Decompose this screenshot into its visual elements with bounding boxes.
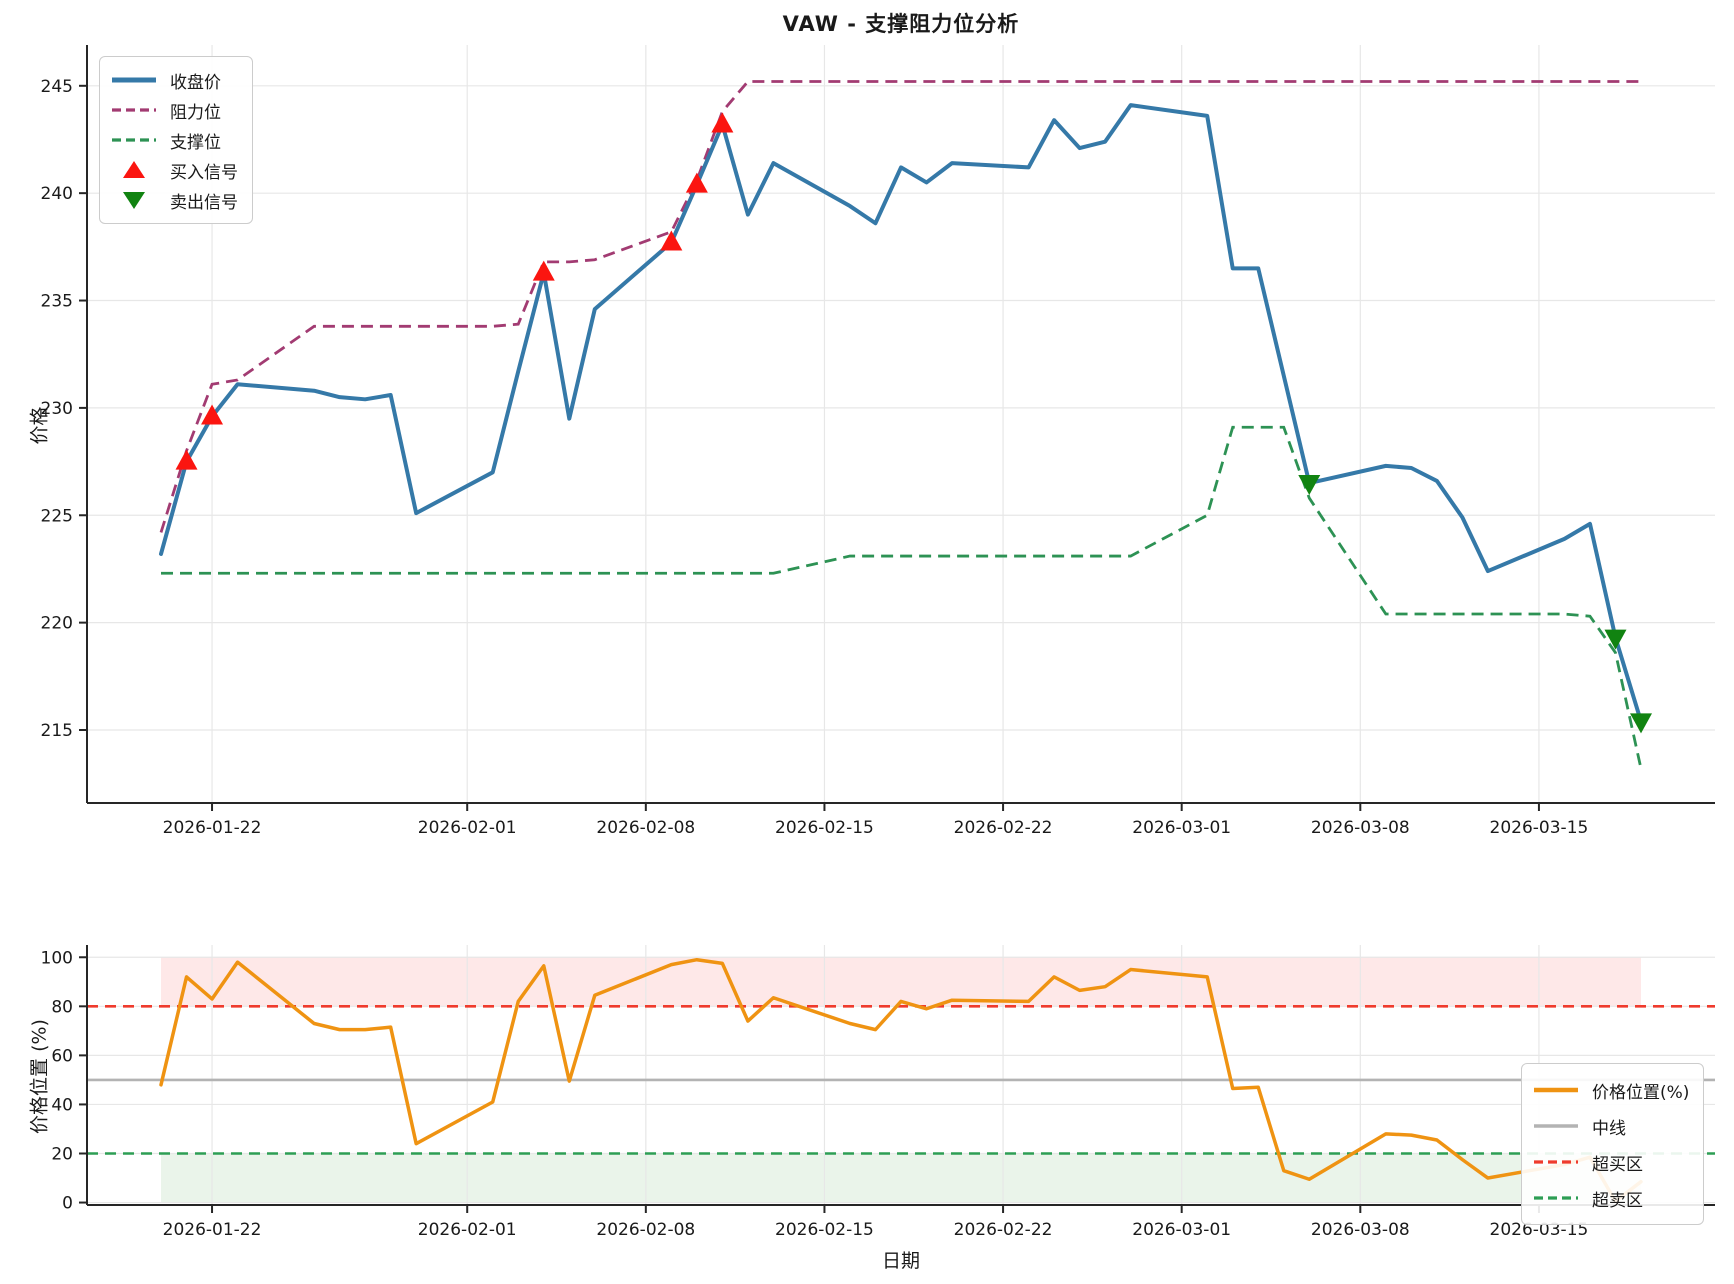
oversold-band xyxy=(161,1153,1641,1203)
buy-signal-marker xyxy=(660,230,683,251)
svg-text:215: 215 xyxy=(41,721,73,741)
legend-label: 支撑位 xyxy=(170,132,221,153)
legend-label: 超卖区 xyxy=(1592,1190,1643,1211)
legend-label: 中线 xyxy=(1592,1118,1626,1139)
position-line-swatch xyxy=(1532,1080,1580,1100)
svg-text:0: 0 xyxy=(62,1194,73,1214)
resistance-line-swatch xyxy=(110,100,158,120)
legend-label: 阻力位 xyxy=(170,102,221,123)
position-legend: 价格位置(%) 中线 超买区 超卖区 xyxy=(1521,1063,1705,1225)
svg-text:2026-03-08: 2026-03-08 xyxy=(1311,818,1410,838)
legend-label: 买入信号 xyxy=(170,162,238,183)
svg-text:2026-03-08: 2026-03-08 xyxy=(1311,1220,1410,1240)
buy-signal-marker xyxy=(175,449,198,470)
svg-text:225: 225 xyxy=(41,506,73,526)
sell-triangle-icon xyxy=(110,190,158,210)
legend-label: 收盘价 xyxy=(170,72,221,93)
legend-item-midline: 中线 xyxy=(1532,1108,1689,1144)
svg-text:60: 60 xyxy=(51,1046,73,1066)
legend-item-buy: 买入信号 xyxy=(110,155,238,185)
close-line xyxy=(159,103,1643,724)
buy-triangle-icon xyxy=(110,160,158,180)
svg-text:100: 100 xyxy=(41,948,73,968)
svg-text:2026-03-01: 2026-03-01 xyxy=(1132,1220,1231,1240)
svg-text:2026-02-08: 2026-02-08 xyxy=(596,1220,695,1240)
buy-signal-marker xyxy=(201,404,224,425)
close-line-swatch xyxy=(110,70,158,90)
position-axis-label: 价格位置 (%) xyxy=(28,1019,51,1134)
legend-label: 卖出信号 xyxy=(170,192,238,213)
midline-swatch xyxy=(1532,1116,1580,1136)
legend-item-position: 价格位置(%) xyxy=(1532,1072,1689,1108)
svg-text:2026-03-01: 2026-03-01 xyxy=(1132,818,1231,838)
svg-text:2026-02-01: 2026-02-01 xyxy=(418,818,517,838)
price-axis-label: 价格 xyxy=(28,406,51,445)
buy-signal-marker xyxy=(711,112,734,133)
svg-text:2026-01-22: 2026-01-22 xyxy=(163,818,262,838)
svg-text:2026-01-22: 2026-01-22 xyxy=(163,1220,262,1240)
legend-item-support: 支撑位 xyxy=(110,125,238,155)
sell-signal-marker xyxy=(1298,475,1321,496)
svg-text:220: 220 xyxy=(41,614,73,634)
svg-text:20: 20 xyxy=(51,1144,73,1164)
position-line xyxy=(159,957,1643,1204)
chart-title: VAW - 支撑阻力位分析 xyxy=(782,12,1020,36)
svg-text:80: 80 xyxy=(51,997,73,1017)
support-line xyxy=(161,425,1643,769)
svg-text:2026-03-15: 2026-03-15 xyxy=(1490,1220,1589,1240)
legend-item-overbought: 超买区 xyxy=(1532,1144,1689,1180)
svg-text:2026-02-08: 2026-02-08 xyxy=(596,818,695,838)
legend-item-close: 收盘价 xyxy=(110,65,238,95)
svg-text:245: 245 xyxy=(41,77,73,97)
svg-text:235: 235 xyxy=(41,292,73,312)
svg-text:40: 40 xyxy=(51,1095,73,1115)
svg-text:2026-02-22: 2026-02-22 xyxy=(954,818,1053,838)
svg-text:2026-02-01: 2026-02-01 xyxy=(418,1220,517,1240)
legend-label: 超买区 xyxy=(1592,1154,1643,1175)
oversold-line-swatch xyxy=(1532,1188,1580,1208)
legend-label: 价格位置(%) xyxy=(1592,1082,1690,1103)
legend-item-sell: 卖出信号 xyxy=(110,185,238,215)
svg-text:2026-02-15: 2026-02-15 xyxy=(775,818,874,838)
legend-item-resistance: 阻力位 xyxy=(110,95,238,125)
svg-text:2026-02-22: 2026-02-22 xyxy=(954,1220,1053,1240)
svg-text:2026-03-15: 2026-03-15 xyxy=(1490,818,1589,838)
overbought-band xyxy=(161,957,1641,1007)
svg-text:2026-02-15: 2026-02-15 xyxy=(775,1220,874,1240)
support-line-swatch xyxy=(110,130,158,150)
buy-signal-marker xyxy=(685,172,708,193)
x-axis-label: 日期 xyxy=(881,1250,920,1272)
price-legend: 收盘价 阻力位 支撑位 买入信号 卖出信号 xyxy=(99,56,253,224)
sell-signal-marker xyxy=(1604,629,1627,650)
sell-signal-marker xyxy=(1630,713,1652,734)
overbought-line-swatch xyxy=(1532,1152,1580,1172)
buy-signal-marker xyxy=(532,260,555,281)
svg-text:230: 230 xyxy=(41,399,73,419)
legend-item-oversold: 超卖区 xyxy=(1532,1180,1689,1216)
resistance-line xyxy=(159,80,1641,533)
svg-text:240: 240 xyxy=(41,184,73,204)
